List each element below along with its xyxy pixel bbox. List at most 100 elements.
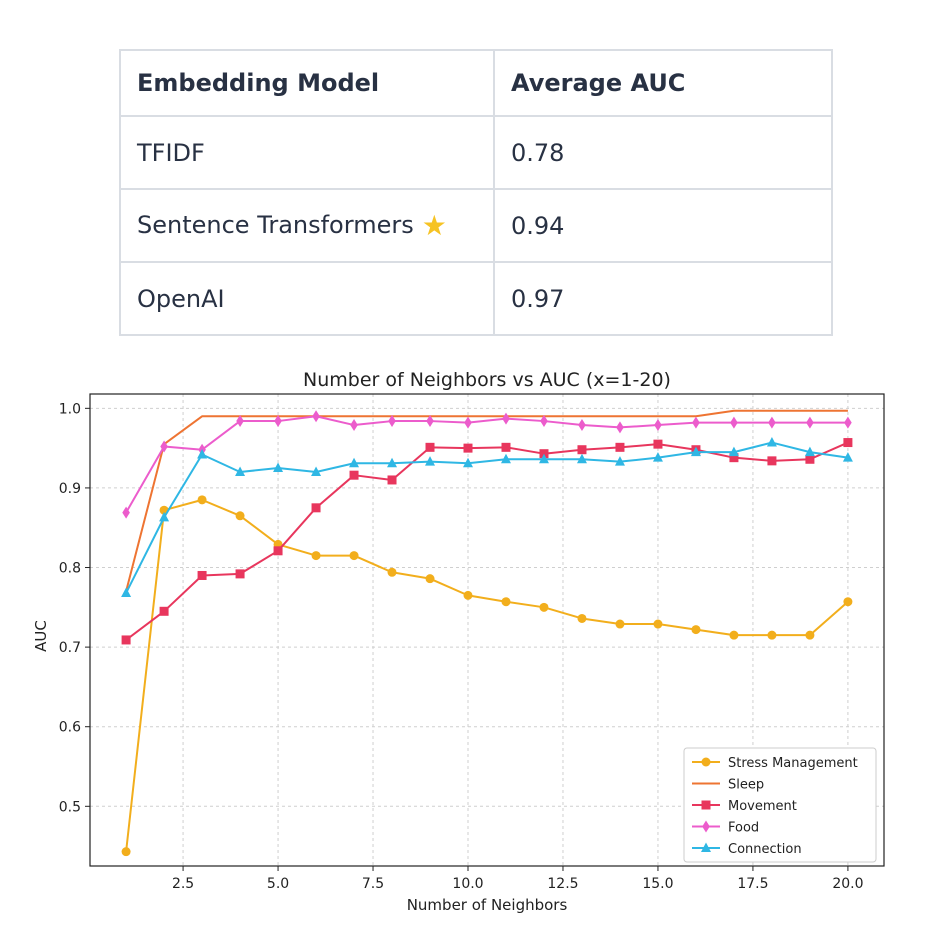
data-point-movement	[577, 445, 587, 455]
legend-label-sleep: Sleep	[728, 778, 764, 793]
data-point-food	[274, 415, 282, 428]
y-tick-label: 0.6	[59, 720, 81, 736]
auc-cell: 0.78	[493, 115, 833, 190]
legend-label-movement: Movement	[728, 799, 797, 814]
data-point-connection	[804, 446, 815, 457]
legend-box	[683, 747, 877, 863]
legend-marker-movement	[701, 800, 711, 810]
data-point-movement	[387, 475, 397, 485]
data-point-connection	[690, 446, 701, 457]
model-cell: TFIDF	[119, 115, 495, 190]
data-point-stress-management	[691, 625, 701, 635]
data-point-connection	[273, 462, 284, 473]
y-tick-label: 0.9	[59, 481, 81, 497]
data-point-food	[388, 415, 396, 428]
data-point-connection	[349, 457, 360, 468]
auc-line-chart: 2.5 5.0 7.5 10.0 12.5 15.0 17.5 20.0 0.5 0.6 0.7 0.…	[32, 369, 885, 914]
series-line-sleep	[125, 409, 848, 592]
data-point-movement	[349, 470, 359, 480]
data-point-stress-management	[425, 574, 435, 584]
data-point-food	[160, 440, 168, 453]
y-tick-label: 0.5	[59, 799, 81, 815]
x-tick-label: 7.5	[362, 876, 384, 892]
embedding-auc-table: Embedding Model Average AUC TFIDF 0.78 S…	[119, 49, 833, 336]
series-line-movement	[125, 441, 849, 641]
data-point-food	[730, 416, 738, 429]
data-point-connection	[425, 456, 436, 466]
data-point-connection	[576, 453, 587, 464]
data-point-connection	[728, 446, 739, 457]
data-point-connection	[387, 457, 398, 468]
data-point-connection	[463, 457, 474, 468]
x-tick-label: 17.5	[737, 876, 768, 892]
series-movement	[121, 438, 853, 645]
data-point-stress-management	[653, 619, 663, 629]
data-point-connection	[311, 466, 322, 477]
x-axis-label: Number of Neighbors	[407, 896, 568, 914]
data-point-movement	[805, 454, 815, 464]
data-point-food	[426, 415, 434, 428]
legend-label-food: Food	[728, 821, 759, 836]
star-icon: ★	[421, 209, 447, 242]
data-point-food	[844, 416, 852, 429]
x-tick-label: 2.5	[172, 876, 194, 892]
x-tick-label: 12.5	[547, 876, 578, 892]
data-point-food	[312, 410, 320, 423]
legend-marker-connection	[701, 842, 711, 852]
y-tick-label: 1.0	[59, 401, 81, 417]
data-point-movement	[539, 449, 549, 459]
table-row: OpenAI 0.97	[119, 261, 833, 336]
x-tick-label: 10.0	[452, 876, 483, 892]
data-point-stress-management	[539, 602, 549, 612]
data-point-movement	[463, 443, 473, 453]
table-header-row: Embedding Model Average AUC	[119, 49, 833, 117]
x-tick-label: 20.0	[832, 876, 863, 892]
y-tick-label: 0.8	[59, 561, 81, 577]
data-point-movement	[273, 546, 283, 556]
legend: Stress Management Sleep Movement Food Connec…	[683, 747, 877, 863]
series-line-stress-management	[125, 498, 849, 852]
data-point-connection	[614, 456, 625, 466]
y-tick-label: 0.7	[59, 640, 81, 656]
data-point-food	[654, 419, 662, 432]
data-point-food	[692, 416, 700, 429]
data-point-food	[122, 506, 130, 519]
plot-frame	[89, 393, 885, 867]
data-point-stress-management	[729, 630, 739, 640]
auc-cell: 0.97	[493, 261, 833, 336]
data-point-movement	[843, 438, 853, 448]
data-point-stress-management	[463, 590, 473, 600]
data-point-stress-management	[197, 495, 207, 505]
model-cell: OpenAI	[119, 261, 495, 336]
table-row: TFIDF 0.78	[119, 115, 833, 190]
auc-cell: 0.94	[493, 188, 833, 263]
data-point-food	[806, 416, 814, 429]
y-axis-label: AUC	[32, 620, 50, 652]
series-stress-management	[121, 495, 853, 857]
data-point-connection	[652, 452, 663, 462]
data-point-food	[578, 419, 586, 432]
data-point-food	[540, 415, 548, 428]
data-point-movement	[159, 606, 169, 616]
data-point-movement	[121, 635, 131, 645]
data-point-food	[768, 416, 776, 429]
data-point-connection	[159, 511, 170, 522]
data-point-movement	[653, 439, 663, 449]
legend-marker-food	[702, 820, 710, 833]
legend-label-stress-management: Stress Management	[728, 756, 858, 771]
data-point-connection	[235, 466, 246, 477]
data-point-movement	[311, 503, 321, 513]
header-average-auc: Average AUC	[493, 49, 833, 117]
data-point-stress-management	[121, 847, 131, 857]
data-point-food	[350, 419, 358, 432]
data-point-connection	[842, 452, 853, 462]
chart-title: Number of Neighbors vs AUC (x=1-20)	[303, 369, 671, 391]
data-point-stress-management	[767, 630, 777, 640]
data-point-movement	[197, 570, 207, 580]
x-tick-label: 5.0	[267, 876, 289, 892]
data-point-stress-management	[349, 551, 359, 561]
data-point-movement	[501, 442, 511, 452]
data-point-stress-management	[235, 511, 245, 521]
data-point-movement	[729, 453, 739, 463]
data-point-stress-management	[577, 613, 587, 623]
